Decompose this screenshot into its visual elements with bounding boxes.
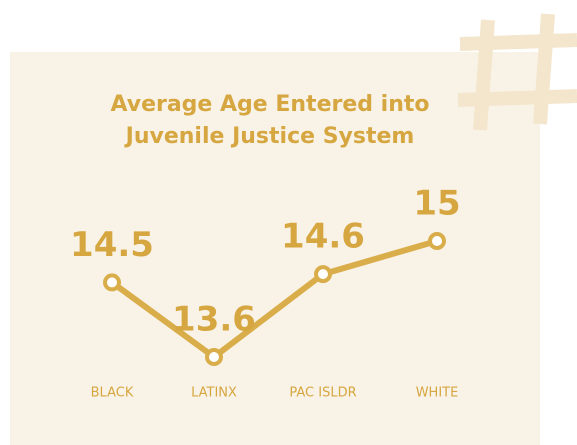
value-label: 14.6	[281, 217, 365, 257]
value-label: 15	[413, 184, 460, 224]
point	[314, 265, 332, 284]
line	[110, 238, 438, 360]
value-label: 13.6	[172, 300, 256, 340]
x-tick-label: LATINX	[191, 386, 237, 401]
x-tick-label: PAC ISLDR	[289, 386, 356, 401]
panel	[10, 52, 540, 445]
x-tick-label: BLACK	[91, 386, 134, 401]
hash-icon	[457, 13, 577, 131]
chart-title: Juvenile Justice System	[124, 124, 415, 149]
point	[205, 348, 223, 366]
point	[103, 273, 121, 292]
chart-title: Average Age Entered into	[110, 92, 429, 117]
point	[428, 232, 446, 250]
value-label: 14.5	[70, 225, 154, 265]
x-tick-label: WHITE	[416, 386, 459, 401]
